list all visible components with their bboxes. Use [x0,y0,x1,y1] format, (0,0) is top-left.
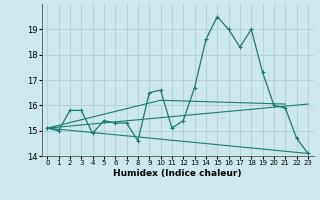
X-axis label: Humidex (Indice chaleur): Humidex (Indice chaleur) [113,169,242,178]
